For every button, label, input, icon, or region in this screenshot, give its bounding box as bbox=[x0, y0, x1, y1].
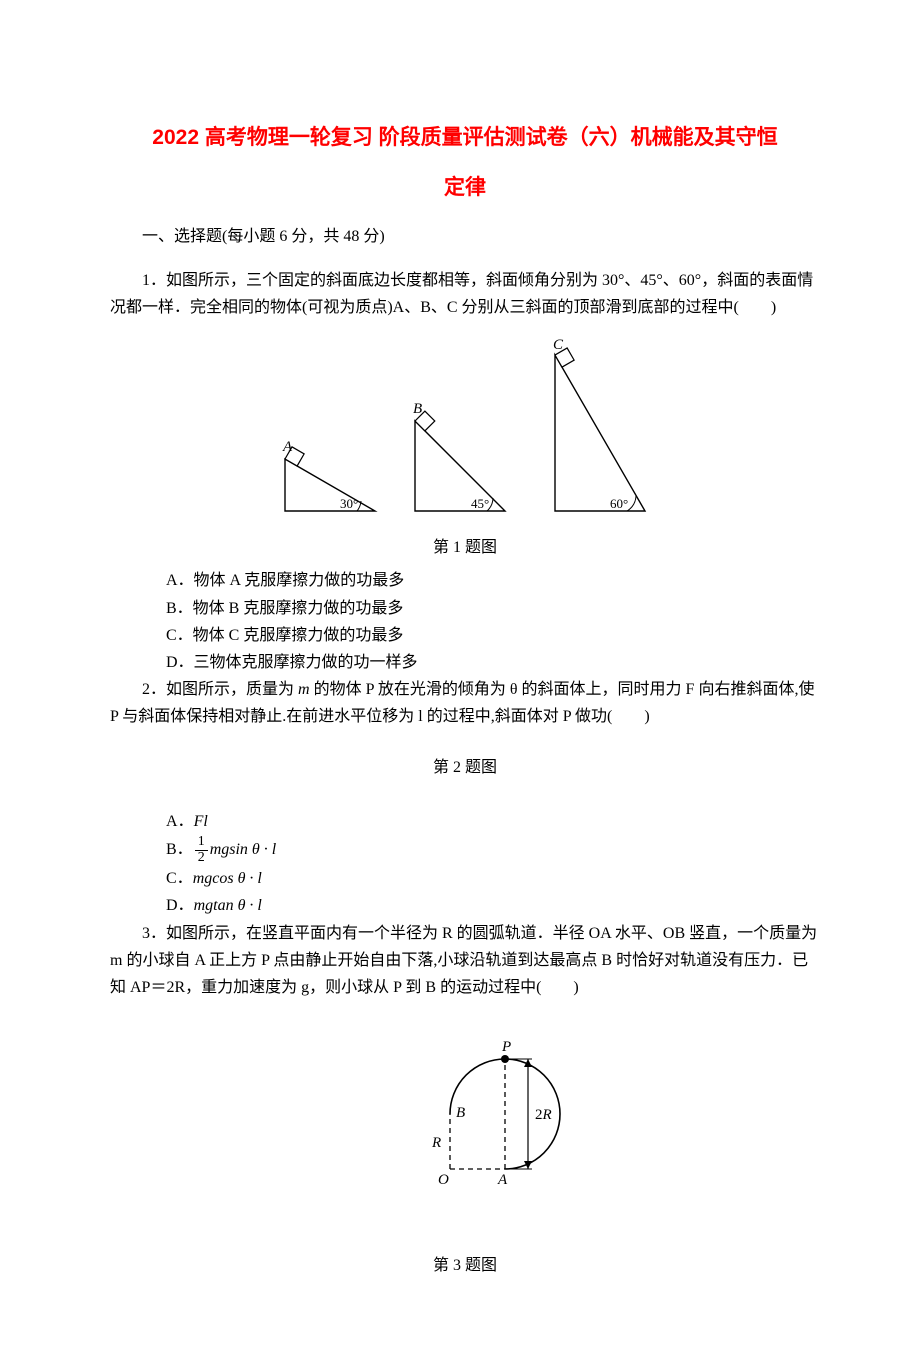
frac-den: 2 bbox=[195, 851, 208, 866]
svg-text:A: A bbox=[497, 1172, 508, 1188]
q1-option-b: B．物体 B 克服摩擦力做的功最多 bbox=[166, 595, 820, 622]
q2-stem-a: 2．如图所示，质量为 bbox=[142, 681, 298, 698]
q3-stem: 3．如图所示，在竖直平面内有一个半径为 R 的圆弧轨道．半径 OA 水平、OB … bbox=[110, 920, 820, 1002]
q1-option-c: C．物体 C 克服摩擦力做的功最多 bbox=[166, 622, 820, 649]
svg-text:A: A bbox=[282, 439, 293, 455]
q2-opt-b-pre: B． bbox=[166, 841, 193, 858]
q2-figure-caption: 第 2 题图 bbox=[110, 754, 820, 781]
q1-options: A．物体 A 克服摩擦力做的功最多 B．物体 B 克服摩擦力做的功最多 C．物体… bbox=[166, 567, 820, 676]
q2-opt-c-expr: mgcos θ · l bbox=[193, 870, 262, 887]
q3-figure: P B R O A 2R bbox=[110, 1009, 820, 1248]
q2-opt-d-expr: mgtan θ · l bbox=[194, 897, 262, 914]
q1-figure-caption: 第 1 题图 bbox=[110, 534, 820, 561]
svg-text:P: P bbox=[501, 1039, 511, 1055]
q1-figure-svg: A 30° B 45° C 60° bbox=[255, 331, 675, 521]
q1-option-b-text: B．物体 B 克服摩擦力做的功最多 bbox=[166, 600, 403, 617]
svg-text:2R: 2R bbox=[535, 1107, 552, 1123]
q2-option-d: D．mgtan θ · l bbox=[166, 892, 820, 919]
q1-option-a-text: A．物体 A 克服摩擦力做的功最多 bbox=[166, 572, 404, 589]
spacer bbox=[110, 788, 820, 808]
q1-stem: 1．如图所示，三个固定的斜面底边长度都相等，斜面倾角分别为 30°、45°、60… bbox=[110, 267, 820, 321]
frac-num: 1 bbox=[195, 835, 208, 851]
q1-option-c-text: C．物体 C 克服摩擦力做的功最多 bbox=[166, 627, 403, 644]
q1-option-d: D．三物体克服摩擦力做的功一样多 bbox=[166, 649, 820, 676]
doc-subtitle: 定律 bbox=[110, 170, 820, 206]
page: 2022 高考物理一轮复习 阶段质量评估测试卷（六）机械能及其守恒 定律 一、选… bbox=[0, 0, 920, 1346]
svg-text:O: O bbox=[438, 1172, 449, 1188]
q2-opt-a-expr: Fl bbox=[194, 813, 208, 830]
q1-option-d-text: D．三物体克服摩擦力做的功一样多 bbox=[166, 654, 418, 671]
section-heading: 一、选择题(每小题 6 分，共 48 分) bbox=[110, 223, 820, 250]
svg-text:B: B bbox=[413, 401, 422, 417]
q2-opt-a-pre: A． bbox=[166, 813, 194, 830]
q3-figure-svg: P B R O A 2R bbox=[350, 1009, 580, 1239]
svg-text:45°: 45° bbox=[471, 496, 489, 511]
doc-title: 2022 高考物理一轮复习 阶段质量评估测试卷（六）机械能及其守恒 bbox=[110, 120, 820, 156]
q1-figure: A 30° B 45° C 60° bbox=[110, 331, 820, 530]
q2-stem: 2．如图所示，质量为 m 的物体 P 放在光滑的倾角为 θ 的斜面体上，同时用力… bbox=[110, 676, 820, 730]
q2-option-a: A．Fl bbox=[166, 808, 820, 835]
q2-opt-c-pre: C． bbox=[166, 870, 193, 887]
fraction: 12 bbox=[195, 835, 208, 865]
q2-option-b: B．12mgsin θ · l bbox=[166, 835, 820, 865]
q3-figure-caption: 第 3 题图 bbox=[110, 1252, 820, 1279]
q2-option-c: C．mgcos θ · l bbox=[166, 865, 820, 892]
svg-text:R: R bbox=[431, 1135, 441, 1151]
svg-text:C: C bbox=[553, 337, 564, 353]
q1-option-a: A．物体 A 克服摩擦力做的功最多 bbox=[166, 567, 820, 594]
svg-text:60°: 60° bbox=[610, 496, 628, 511]
svg-text:30°: 30° bbox=[340, 496, 358, 511]
q2-options: A．Fl B．12mgsin θ · l C．mgcos θ · l D．mgt… bbox=[166, 808, 820, 920]
svg-text:B: B bbox=[456, 1105, 465, 1121]
q2-opt-d-pre: D． bbox=[166, 897, 194, 914]
q2-opt-b-rest: mgsin θ · l bbox=[210, 841, 277, 858]
